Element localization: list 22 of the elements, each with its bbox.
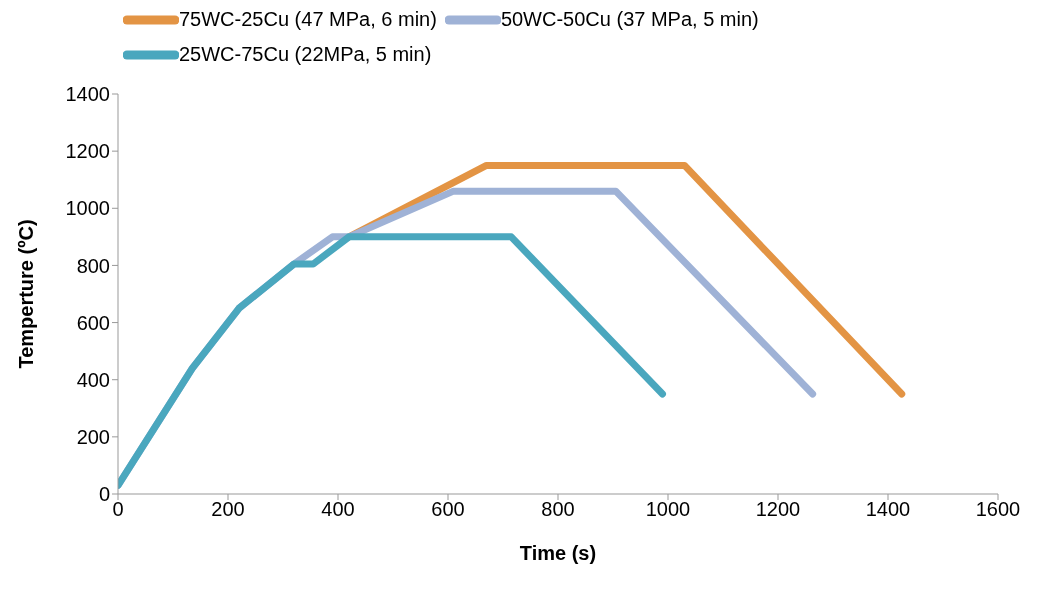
legend-label: 75WC-25Cu (47 MPa, 6 min) [179, 8, 437, 31]
x-tick-label: 0 [112, 498, 124, 521]
y-tick-label: 200 [76, 425, 110, 448]
x-tick-label: 1000 [645, 498, 691, 521]
x-tick-label: 200 [211, 498, 245, 521]
x-axis-title: Time (s) [519, 542, 597, 564]
legend-label: 25WC-75Cu (22MPa, 5 min) [179, 43, 432, 66]
y-tick-label: 1000 [65, 197, 110, 220]
y-tick-label: 600 [76, 311, 110, 334]
y-tick-label: 800 [76, 254, 110, 277]
y-tick-label: 1200 [65, 140, 110, 163]
y-tick-label: 400 [76, 368, 110, 391]
y-tick-label: 0 [98, 483, 110, 506]
x-tick-label: 1400 [865, 498, 911, 521]
x-tick-label: 800 [541, 498, 575, 521]
x-tick-label: 400 [321, 498, 355, 521]
x-tick-label: 600 [431, 498, 465, 521]
y-axis-title: Temperture (ºC) [15, 219, 38, 369]
x-tick-label: 1600 [975, 498, 1021, 521]
y-tick-label: 1400 [65, 83, 110, 106]
legend-label: 50WC-50Cu (37 MPa, 5 min) [500, 8, 759, 31]
x-tick-label: 1200 [755, 498, 801, 521]
